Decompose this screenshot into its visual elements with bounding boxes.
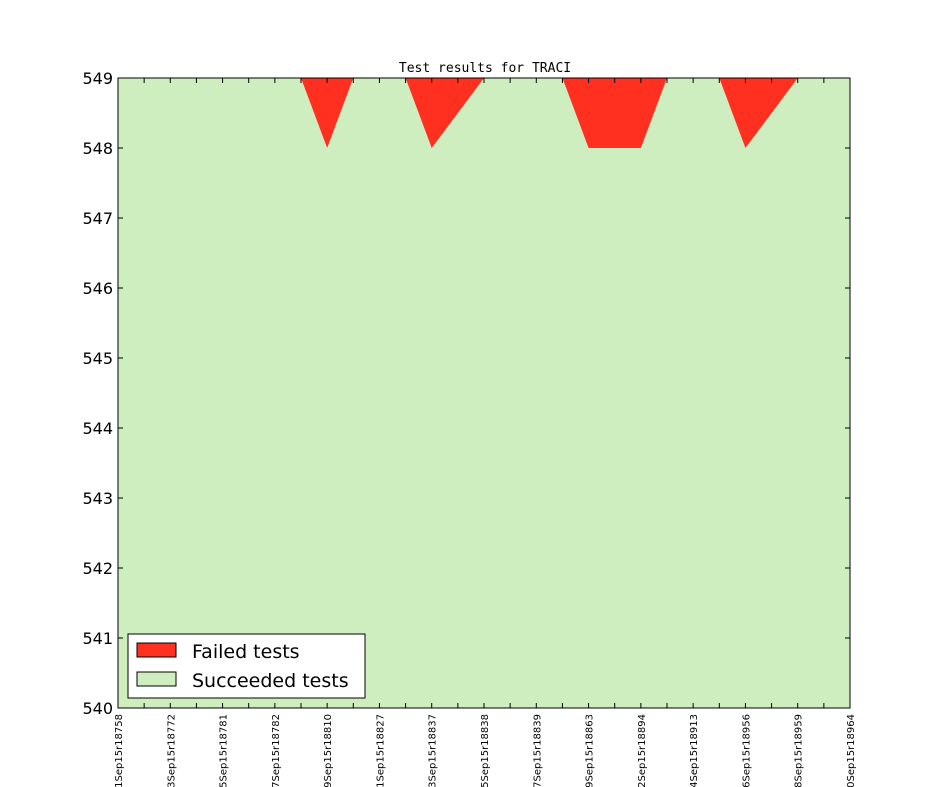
x-tick-label: 7Sep15r18839 bbox=[532, 714, 543, 787]
chart-title: Test results for TRACI bbox=[399, 61, 571, 76]
plot-area bbox=[118, 78, 850, 708]
x-tick-label: 5Sep15r18781 bbox=[219, 714, 230, 787]
y-tick-label: 547 bbox=[82, 209, 113, 228]
series-area-succeeded bbox=[118, 78, 850, 708]
x-tick-label: 5Sep15r18838 bbox=[480, 714, 491, 787]
axes: 540 541 542 543 544 545 546 547 548 549 1Sep15r187… bbox=[82, 69, 857, 787]
y-tick-label: 541 bbox=[82, 629, 113, 648]
x-tick-label: 0Sep15r18964 bbox=[846, 714, 857, 787]
x-tick-label: 3Sep15r18772 bbox=[166, 714, 177, 787]
x-tick-label: 1Sep15r18758 bbox=[114, 714, 125, 787]
series-area-failed bbox=[118, 78, 850, 148]
y-tick-label: 545 bbox=[82, 349, 113, 368]
y-tick-label: 542 bbox=[82, 559, 113, 578]
x-tick-label: 8Sep15r18959 bbox=[794, 714, 805, 787]
legend-swatch-succeeded bbox=[136, 671, 177, 687]
y-tick-label: 549 bbox=[82, 69, 113, 88]
y-tick-label: 544 bbox=[82, 419, 113, 438]
x-tick-label: 1Sep15r18827 bbox=[375, 714, 386, 787]
x-tick-label: 9Sep15r18810 bbox=[323, 714, 334, 787]
x-tick-label: 2Sep15r18894 bbox=[637, 714, 648, 787]
legend: Failed tests Succeeded tests bbox=[127, 633, 366, 699]
legend-label-failed: Failed tests bbox=[192, 641, 300, 663]
y-tick-label: 548 bbox=[82, 139, 113, 158]
y-tick-label: 543 bbox=[82, 489, 113, 508]
x-tick-label: 4Sep15r18913 bbox=[689, 714, 700, 787]
legend-label-succeeded: Succeeded tests bbox=[192, 670, 349, 692]
y-tick-label: 540 bbox=[82, 699, 113, 718]
y-tick-label: 546 bbox=[82, 279, 113, 298]
legend-swatch-failed bbox=[136, 642, 177, 658]
x-tick-label: 7Sep15r18782 bbox=[271, 714, 282, 787]
x-tick-label: 3Sep15r18837 bbox=[428, 714, 439, 787]
x-tick-label: 9Sep15r18863 bbox=[585, 714, 596, 787]
x-tick-label: 6Sep15r18956 bbox=[741, 714, 752, 787]
